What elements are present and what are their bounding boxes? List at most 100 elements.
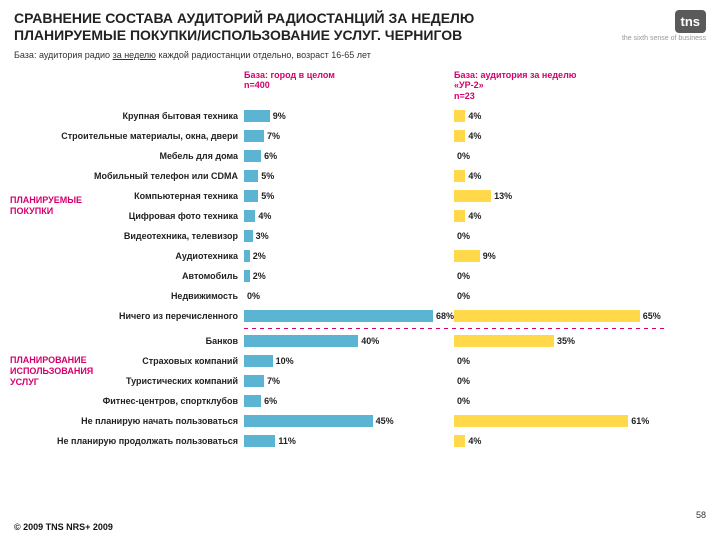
bar-cell: 65% — [454, 310, 664, 322]
bar — [454, 250, 480, 262]
bar — [244, 130, 264, 142]
bar — [244, 355, 273, 367]
bar — [454, 170, 465, 182]
bar — [454, 310, 640, 322]
bar — [244, 270, 250, 282]
bar-cell: 4% — [244, 210, 454, 222]
bar-value: 4% — [258, 211, 271, 221]
bar — [244, 210, 255, 222]
bar-cell: 0% — [454, 270, 664, 282]
bar-value: 68% — [436, 311, 454, 321]
chart-row: Туристических компаний7%0% — [14, 371, 706, 391]
subtitle-post: каждой радиостанции отдельно, возраст 16… — [156, 50, 371, 60]
bar-cell: 13% — [454, 190, 664, 202]
bar-cell: 5% — [244, 170, 454, 182]
row-label: Ничего из перечисленного — [14, 311, 244, 321]
chart-row: Недвижимость0%0% — [14, 286, 706, 306]
bar-cell: 5% — [244, 190, 454, 202]
bar-value: 6% — [264, 151, 277, 161]
bar-value: 0% — [457, 396, 470, 406]
row-label: Мобильный телефон или CDMA — [14, 171, 244, 181]
bar-cell: 0% — [454, 150, 664, 162]
row-label: Фитнес-центров, спортклубов — [14, 396, 244, 406]
bar-value: 65% — [643, 311, 661, 321]
section-label-2: ПЛАНИРОВАНИЕ ИСПОЛЬЗОВАНИЯ УСЛУГ — [10, 355, 110, 387]
bar — [244, 110, 270, 122]
row-label: Крупная бытовая техника — [14, 111, 244, 121]
bar — [244, 415, 373, 427]
bar-cell: 3% — [244, 230, 454, 242]
row-label: Банков — [14, 336, 244, 346]
bar-cell: 2% — [244, 270, 454, 282]
bar-value: 5% — [261, 171, 274, 181]
chart-row: Крупная бытовая техника 9% 4% — [14, 106, 706, 126]
row-label: Видеотехника, телевизор — [14, 231, 244, 241]
bar-value: 4% — [468, 111, 481, 121]
bar-cell: 9% — [454, 250, 664, 262]
bar-cell: 6% — [244, 150, 454, 162]
bar-value: 0% — [457, 271, 470, 281]
bar — [244, 170, 258, 182]
bar-cell: 0% — [454, 355, 664, 367]
bar — [454, 415, 628, 427]
bar — [244, 435, 275, 447]
bar — [454, 130, 465, 142]
section-divider — [244, 328, 664, 329]
bar-value: 4% — [468, 131, 481, 141]
subtitle-und: за неделю — [113, 50, 156, 60]
bar — [244, 335, 358, 347]
bar — [454, 110, 465, 122]
bar-value: 13% — [494, 191, 512, 201]
bar-value: 9% — [483, 251, 496, 261]
bar-value: 7% — [267, 376, 280, 386]
bar-cell: 0% — [454, 375, 664, 387]
bar-value: 11% — [278, 436, 296, 446]
chart-row: Фитнес-центров, спортклубов 6% 0% — [14, 391, 706, 411]
bar-value: 0% — [457, 376, 470, 386]
row-label: Мебель для дома — [14, 151, 244, 161]
footer: © 2009 TNS NRS+ 2009 — [14, 522, 113, 532]
bar-value: 5% — [261, 191, 274, 201]
chart-body: Крупная бытовая техника9%4%Строительные … — [14, 106, 706, 451]
bar-cell: 7% — [244, 130, 454, 142]
col1-header: База: город в целомn=400 — [244, 70, 454, 92]
chart-row: Банков40%35% — [14, 331, 706, 351]
page-title: СРАВНЕНИЕ СОСТАВА АУДИТОРИЙ РАДИОСТАНЦИЙ… — [14, 10, 574, 44]
bar-cell: 4% — [454, 435, 664, 447]
bar — [454, 190, 491, 202]
bar-cell: 9% — [244, 110, 454, 122]
bar — [244, 250, 250, 262]
bar-cell: 11% — [244, 435, 454, 447]
bar-cell: 4% — [454, 210, 664, 222]
bar-cell: 4% — [454, 130, 664, 142]
bar-value: 4% — [468, 171, 481, 181]
bar — [244, 395, 261, 407]
bar-cell: 6% — [244, 395, 454, 407]
bar-value: 0% — [457, 291, 470, 301]
row-label: Автомобиль — [14, 271, 244, 281]
bar-cell: 2% — [244, 250, 454, 262]
bar-value: 0% — [457, 231, 470, 241]
bar-cell: 7% — [244, 375, 454, 387]
page-number: 58 — [696, 510, 706, 520]
bar — [244, 190, 258, 202]
row-label: Недвижимость — [14, 291, 244, 301]
bar — [454, 435, 465, 447]
row-label: Аудиотехника — [14, 251, 244, 261]
bar-value: 9% — [273, 111, 286, 121]
bar-value: 7% — [267, 131, 280, 141]
bar-value: 0% — [457, 356, 470, 366]
bar — [244, 375, 264, 387]
chart-row: Аудиотехника2% 9% — [14, 246, 706, 266]
bar-value: 40% — [361, 336, 379, 346]
bar — [244, 150, 261, 162]
bar — [454, 210, 465, 222]
logo-tagline: the sixth sense of business — [622, 35, 706, 42]
bar — [244, 310, 433, 322]
bar-value: 4% — [468, 436, 481, 446]
column-headers: База: город в целомn=400 База: аудитория… — [14, 70, 706, 102]
bar-value: 0% — [247, 291, 260, 301]
bar — [244, 230, 253, 242]
bar-value: 6% — [264, 396, 277, 406]
chart-row: Мобильный телефон или CDMA 5% 4% — [14, 166, 706, 186]
